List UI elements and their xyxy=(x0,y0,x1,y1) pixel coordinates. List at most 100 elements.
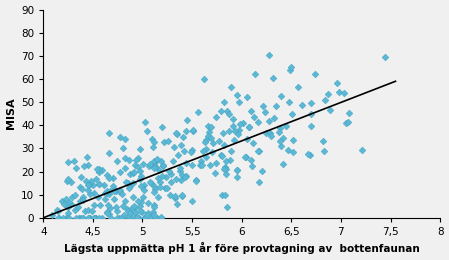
Point xyxy=(205,130,212,134)
Point xyxy=(118,216,125,220)
Point xyxy=(233,167,241,172)
Point xyxy=(136,169,144,173)
Point xyxy=(212,115,220,119)
Point xyxy=(78,174,85,179)
Point xyxy=(234,167,241,172)
Point xyxy=(96,182,103,186)
Point xyxy=(62,216,69,220)
Point xyxy=(321,98,328,102)
Point xyxy=(346,111,353,115)
Point xyxy=(162,186,169,190)
Point xyxy=(199,149,207,153)
Point xyxy=(99,168,106,172)
Point xyxy=(359,148,366,152)
Point xyxy=(307,100,314,105)
Point xyxy=(305,152,312,156)
Point xyxy=(145,164,153,168)
Point xyxy=(236,127,243,132)
Point xyxy=(287,65,294,69)
Point xyxy=(154,195,161,199)
Point xyxy=(256,149,263,153)
Point xyxy=(147,181,154,185)
Point xyxy=(119,192,126,196)
Point xyxy=(116,188,123,192)
Point xyxy=(180,135,187,139)
Point xyxy=(127,172,134,176)
Point xyxy=(113,216,120,220)
Point xyxy=(255,120,262,124)
Point xyxy=(171,194,178,198)
Point xyxy=(230,138,238,142)
Point xyxy=(108,216,115,220)
Point xyxy=(177,178,184,182)
Point xyxy=(207,125,214,129)
Point xyxy=(220,100,227,104)
Point xyxy=(159,164,167,168)
Point xyxy=(119,146,126,150)
Point xyxy=(184,118,191,122)
Point xyxy=(182,129,189,133)
Point xyxy=(85,183,92,187)
Point xyxy=(229,124,237,128)
Point xyxy=(202,140,209,144)
Point xyxy=(136,216,143,220)
Point xyxy=(132,216,139,220)
Point xyxy=(136,204,143,208)
Point xyxy=(150,184,157,188)
Point xyxy=(312,72,319,76)
Point xyxy=(92,216,100,220)
Point xyxy=(270,116,277,120)
Point xyxy=(106,192,113,196)
Point xyxy=(154,216,161,220)
Point xyxy=(261,110,269,114)
Point xyxy=(77,199,84,203)
Point xyxy=(109,176,116,180)
Point xyxy=(96,167,103,171)
Point xyxy=(247,158,255,162)
Point xyxy=(236,100,243,104)
Point xyxy=(145,211,152,215)
Point xyxy=(91,191,98,195)
Point xyxy=(126,213,133,218)
Point xyxy=(125,158,132,162)
Point xyxy=(113,159,120,163)
Point xyxy=(158,216,165,220)
Point xyxy=(146,215,154,219)
Point xyxy=(239,121,247,125)
Point xyxy=(277,144,285,148)
Point xyxy=(78,187,85,191)
Point xyxy=(116,216,123,220)
Point xyxy=(147,180,154,184)
Point xyxy=(189,128,197,132)
Point xyxy=(65,216,72,220)
Point xyxy=(138,174,145,178)
Point xyxy=(207,163,214,167)
Point xyxy=(308,124,315,128)
Point xyxy=(135,156,142,160)
Point xyxy=(189,199,196,203)
Point xyxy=(56,216,63,220)
Point xyxy=(116,170,123,174)
Point xyxy=(90,183,97,187)
Point xyxy=(142,216,150,220)
Point xyxy=(124,181,131,186)
Point xyxy=(150,145,157,149)
Point xyxy=(247,109,254,114)
Point xyxy=(160,140,167,144)
Point xyxy=(66,216,73,220)
Point xyxy=(250,140,257,145)
Point xyxy=(110,187,117,191)
Point xyxy=(176,166,183,170)
Point xyxy=(125,186,132,190)
Point xyxy=(158,159,165,164)
Point xyxy=(144,213,151,217)
Point xyxy=(282,124,290,128)
Point xyxy=(152,216,159,220)
Point xyxy=(251,72,258,76)
Point xyxy=(217,109,224,114)
Point xyxy=(182,161,189,165)
Point xyxy=(344,120,351,125)
Point xyxy=(158,125,166,129)
Point xyxy=(382,55,389,59)
Point xyxy=(132,211,139,215)
